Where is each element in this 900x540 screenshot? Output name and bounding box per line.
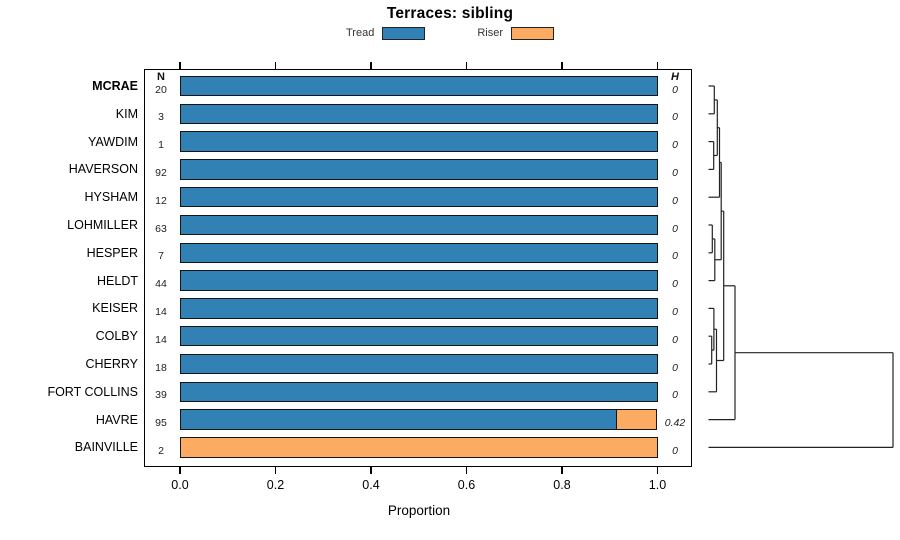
tread-bar [180, 131, 658, 152]
x-tick [656, 467, 659, 474]
row-h-value: 0 [672, 194, 678, 207]
tread-bar [180, 298, 658, 319]
row-h-value: 0 [672, 389, 678, 402]
x-tick-label: 0.6 [457, 478, 476, 492]
legend-label-riser: Riser [477, 27, 503, 39]
chart-title: Terraces: sibling [386, 5, 514, 22]
tread-bar [180, 381, 658, 403]
row-label: COLBY [95, 329, 138, 344]
row-label: HELDT [97, 273, 138, 288]
row-h-value: 0 [672, 250, 678, 263]
top-tick [656, 62, 659, 69]
top-tick [465, 62, 468, 69]
x-tick-label: 0.0 [171, 478, 189, 492]
row-n-value: 18 [155, 361, 167, 374]
row-n-value: 92 [155, 166, 167, 179]
tread-bar [180, 75, 658, 97]
x-axis-title: Proportion [387, 503, 451, 518]
row-h-value: 0 [672, 444, 678, 457]
row-h-value: 0 [672, 222, 678, 235]
tread-bar [180, 186, 658, 208]
row-n-value: 14 [155, 333, 167, 346]
x-tick [561, 467, 563, 474]
row-h-value: 0 [672, 278, 678, 291]
legend: Tread Riser [0, 25, 900, 41]
row-h-value: 0 [672, 139, 678, 152]
tread-bar [180, 353, 658, 375]
legend-swatch-tread [382, 26, 426, 40]
n-column-header: N [157, 70, 165, 83]
row-label: HESPER [86, 245, 138, 260]
row-label: KEISER [92, 301, 138, 316]
row-label: KIM [115, 106, 138, 121]
row-label: LOHMILLER [67, 218, 138, 232]
h-column-header: H [671, 70, 679, 83]
plot-box [144, 69, 692, 467]
x-tick-label: 1.0 [648, 478, 667, 492]
row-n-value: 95 [155, 417, 167, 430]
row-n-value: 2 [158, 444, 164, 457]
x-tick [179, 467, 181, 474]
row-n-value: 7 [158, 250, 164, 263]
row-h-value: 0.42 [664, 417, 686, 430]
row-n-value: 3 [158, 111, 164, 124]
x-tick [370, 467, 372, 474]
x-tick-label: 0.8 [553, 478, 571, 492]
riser-bar [615, 409, 658, 430]
row-n-value: 12 [155, 194, 167, 207]
row-label: MCRAE [92, 79, 138, 93]
row-label: HAVERSON [68, 162, 138, 177]
row-label: FORT COLLINS [47, 384, 138, 399]
row-h-value: 0 [672, 305, 678, 318]
x-tick [274, 467, 277, 474]
row-h-value: 0 [672, 111, 678, 124]
tread-bar [180, 270, 658, 291]
row-n-value: 14 [155, 305, 167, 318]
tread-bar [180, 409, 617, 430]
legend-label-tread: Tread [346, 27, 375, 39]
riser-bar [180, 437, 658, 458]
legend-swatch-riser [511, 26, 554, 40]
x-tick [465, 467, 468, 474]
top-tick [179, 62, 181, 69]
tread-bar [180, 242, 658, 264]
tread-bar [180, 325, 658, 347]
row-label: HAVRE [95, 412, 138, 427]
top-tick [370, 62, 372, 69]
row-label: BAINVILLE [74, 440, 138, 455]
tread-bar [180, 159, 658, 180]
row-label: HYSHAM [84, 190, 138, 205]
top-tick [274, 62, 277, 69]
tread-bar [180, 103, 658, 125]
row-n-value: 20 [155, 83, 167, 96]
row-h-value: 0 [672, 361, 678, 374]
x-tick-label: 0.2 [266, 478, 285, 492]
top-tick [561, 62, 563, 69]
x-tick-label: 0.4 [362, 478, 380, 492]
row-n-value: 1 [158, 139, 164, 152]
row-n-value: 39 [155, 389, 167, 402]
row-label: CHERRY [85, 357, 138, 371]
row-label: YAWDIM [88, 134, 138, 149]
row-n-value: 44 [155, 278, 167, 291]
tread-bar [180, 214, 658, 236]
row-n-value: 63 [155, 222, 167, 235]
row-h-value: 0 [672, 333, 678, 346]
row-h-value: 0 [672, 83, 678, 96]
row-h-value: 0 [672, 166, 678, 179]
